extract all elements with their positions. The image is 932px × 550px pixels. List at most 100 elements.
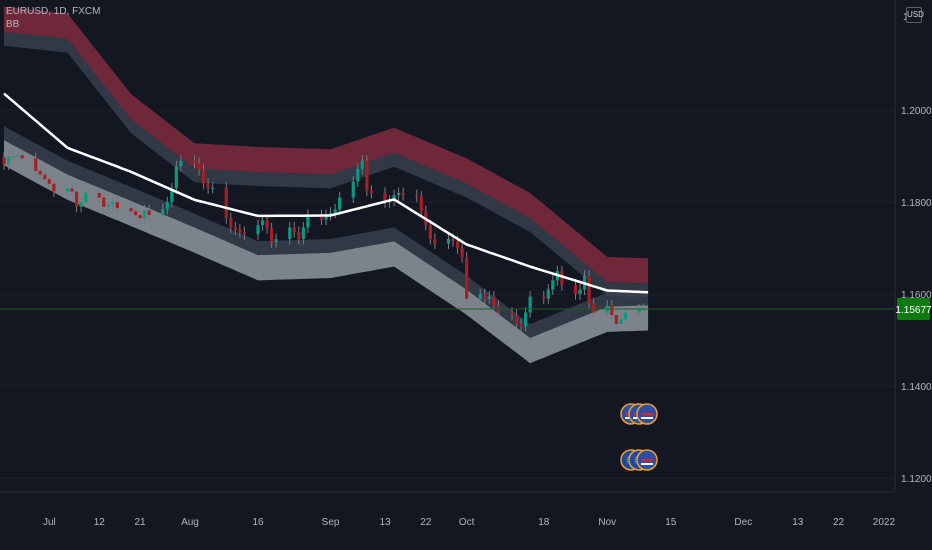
candle-body bbox=[233, 227, 237, 230]
x-tick-label: Sep bbox=[322, 517, 340, 528]
x-tick-label: 15 bbox=[665, 517, 677, 528]
candle bbox=[487, 290, 491, 305]
candle bbox=[129, 202, 133, 217]
y-tick-label: 1.14000 bbox=[901, 382, 932, 393]
candle-body bbox=[637, 309, 641, 313]
candle bbox=[614, 309, 618, 330]
candle-body bbox=[74, 191, 79, 207]
candle bbox=[560, 265, 564, 291]
candle-body bbox=[587, 275, 591, 304]
candle bbox=[211, 182, 215, 194]
candle-body bbox=[401, 192, 405, 196]
candle-body bbox=[292, 227, 296, 233]
candle bbox=[115, 196, 119, 214]
candle-body bbox=[133, 211, 138, 216]
stripe-mark bbox=[641, 459, 653, 462]
candle-body bbox=[274, 238, 278, 243]
candle bbox=[551, 274, 555, 296]
candle-body bbox=[560, 271, 564, 285]
upper-band bbox=[4, 6, 649, 284]
candle bbox=[170, 182, 174, 208]
candle-body bbox=[106, 204, 110, 207]
candle bbox=[297, 226, 301, 245]
y-tick-label: 1.12000 bbox=[901, 474, 932, 485]
candle-body bbox=[179, 160, 183, 167]
candle-body bbox=[524, 312, 528, 327]
candle-body bbox=[306, 215, 310, 228]
candle bbox=[43, 169, 47, 185]
candle-body bbox=[288, 227, 292, 239]
candle-body bbox=[47, 179, 51, 184]
candle bbox=[578, 284, 582, 300]
candle bbox=[637, 303, 641, 319]
candle-body bbox=[351, 181, 355, 198]
x-tick-label: Jul bbox=[43, 517, 56, 528]
candle bbox=[333, 203, 337, 219]
candle bbox=[102, 192, 106, 213]
us-flag-icon bbox=[636, 449, 658, 471]
candle bbox=[192, 155, 197, 169]
candle-body bbox=[392, 195, 396, 201]
candle-body bbox=[455, 241, 460, 249]
indicator-legend[interactable]: BB bbox=[6, 19, 20, 30]
candle-body bbox=[34, 158, 38, 171]
candle bbox=[306, 209, 310, 233]
x-tick-label: Nov bbox=[598, 517, 616, 528]
candle bbox=[419, 191, 423, 217]
candle bbox=[360, 155, 364, 175]
y-tick-label: 1.20000 bbox=[901, 106, 932, 117]
x-tick-label: 2022 bbox=[873, 517, 896, 528]
candle bbox=[224, 182, 228, 224]
candle-body bbox=[460, 248, 464, 258]
candle-body bbox=[224, 187, 228, 219]
x-tick-label: Oct bbox=[459, 517, 475, 528]
candle-body bbox=[492, 296, 496, 306]
candle bbox=[514, 309, 519, 330]
candle-body bbox=[451, 238, 455, 242]
candle bbox=[133, 205, 138, 221]
candle-body bbox=[465, 257, 469, 299]
candle-body bbox=[84, 192, 88, 203]
candle-body bbox=[619, 319, 623, 325]
candle-body bbox=[333, 209, 337, 213]
candle-body bbox=[265, 220, 269, 229]
candle bbox=[229, 212, 233, 233]
price-label: 1.15677 bbox=[895, 305, 932, 316]
candle-body bbox=[2, 157, 6, 165]
economic-events[interactable] bbox=[620, 403, 658, 471]
candle bbox=[492, 290, 496, 312]
currency-button[interactable]: USD bbox=[906, 7, 924, 23]
candle-body bbox=[446, 238, 451, 244]
candle-body bbox=[478, 294, 482, 299]
candle bbox=[483, 288, 487, 305]
candle bbox=[519, 318, 523, 332]
candle-body bbox=[573, 284, 578, 295]
candle-body bbox=[138, 215, 142, 219]
candle bbox=[2, 151, 6, 170]
price-scale bbox=[895, 0, 932, 550]
candle bbox=[179, 155, 183, 172]
stripe-mark bbox=[641, 413, 653, 416]
candle-body bbox=[70, 188, 74, 192]
candle bbox=[292, 221, 296, 238]
candle-body bbox=[319, 215, 324, 220]
stripe-mark bbox=[641, 463, 653, 465]
symbol-legend[interactable]: EURUSD, 1D, FXCM bbox=[6, 6, 101, 17]
candle-body bbox=[397, 192, 401, 196]
candle-body bbox=[542, 296, 546, 299]
candle bbox=[201, 164, 206, 190]
candle bbox=[397, 187, 401, 201]
candle-body bbox=[610, 305, 614, 315]
candle bbox=[270, 222, 274, 248]
candle bbox=[528, 290, 532, 319]
candle-body bbox=[514, 314, 519, 325]
candle-body bbox=[428, 225, 432, 239]
candle bbox=[623, 307, 627, 325]
candle bbox=[356, 163, 360, 187]
candle bbox=[233, 221, 237, 236]
candle-body bbox=[328, 212, 333, 216]
candle-body bbox=[338, 197, 342, 210]
candle bbox=[16, 149, 20, 162]
candle bbox=[97, 187, 101, 204]
